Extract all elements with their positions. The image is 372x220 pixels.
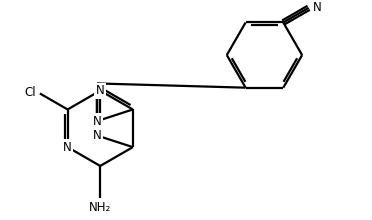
Text: Cl: Cl <box>24 86 36 99</box>
Text: N: N <box>93 129 102 142</box>
Text: NH₂: NH₂ <box>89 201 111 214</box>
Text: N: N <box>63 141 72 154</box>
Text: N: N <box>93 115 102 128</box>
Text: N: N <box>313 1 321 14</box>
Text: N: N <box>96 84 105 97</box>
